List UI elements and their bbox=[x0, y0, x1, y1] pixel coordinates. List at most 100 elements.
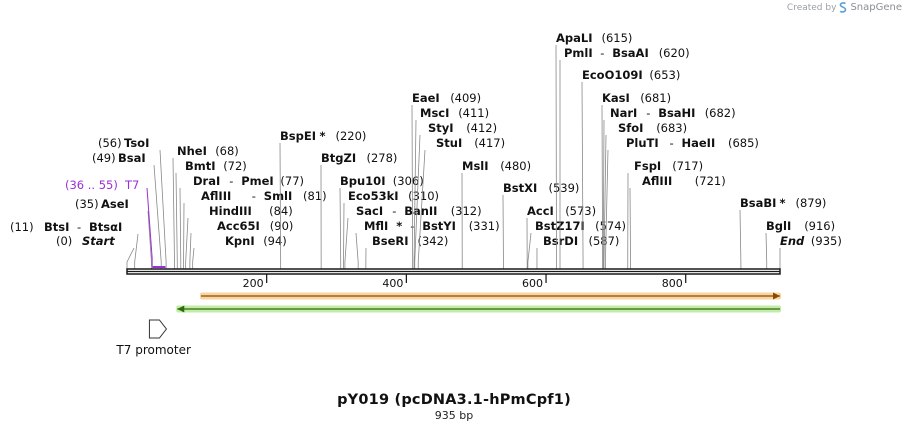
site-separator: - bbox=[670, 136, 674, 150]
site-end[interactable]: End (935) bbox=[779, 234, 842, 270]
site-tsoi[interactable]: TsoI(56) bbox=[98, 136, 167, 270]
site-position-label: (916) bbox=[804, 219, 835, 233]
site-name-label: Eco53kI bbox=[348, 189, 399, 203]
site-position-label: (0) bbox=[56, 234, 72, 248]
primer-connector-line bbox=[146, 187, 153, 266]
site-bpu10i[interactable]: Bpu10I (306) bbox=[339, 174, 424, 270]
site-drai[interactable]: DraI - PmeI (77) bbox=[179, 174, 304, 270]
site-position-label: (683) bbox=[656, 121, 687, 135]
site-separator: - bbox=[646, 106, 650, 120]
plasmid-map[interactable]: Start(0)(11) BtsI - BtsαIAseI(35)BsaI(49)Ts… bbox=[0, 0, 908, 390]
site-msci[interactable]: MscI (411) bbox=[413, 106, 489, 270]
site-name-label: BsrDI bbox=[543, 234, 578, 248]
site-name-label: EcoO109I bbox=[582, 68, 643, 82]
site-bgli[interactable]: BglI (916) bbox=[765, 219, 835, 270]
site-connector-line bbox=[159, 149, 167, 270]
site-kasi[interactable]: KasI (681) bbox=[601, 91, 671, 270]
site-nari[interactable]: NarI - BsaHI (682) bbox=[602, 106, 736, 270]
primer-name-label: T7 bbox=[124, 178, 139, 192]
site-position-label: (653) bbox=[649, 68, 680, 82]
primer-t7[interactable]: (36 .. 55) T7 bbox=[65, 178, 166, 268]
ruler-tick: 200 bbox=[243, 274, 268, 290]
site-aflii[interactable]: AflIII - SmlI (81) bbox=[183, 189, 327, 270]
site-position-label: (306) bbox=[393, 174, 424, 188]
site-connector-line bbox=[581, 81, 584, 270]
site-name-label: AseI bbox=[101, 197, 129, 211]
site-name2-label: BtsαI bbox=[89, 220, 122, 234]
site-separator: - bbox=[600, 46, 604, 60]
site-connector-line bbox=[175, 172, 178, 270]
site-connector-line bbox=[414, 134, 421, 270]
site-plutI[interactable]: PluTI - HaeII (685) bbox=[605, 136, 759, 270]
map-title-block: pY019 (pcDNA3.1-hPmCpf1) 935 bp bbox=[0, 392, 908, 422]
site-pmli[interactable]: PmlI - BsaAI (620) bbox=[559, 46, 690, 270]
ruler-tick: 400 bbox=[382, 274, 407, 290]
site-position-label: (94) bbox=[263, 234, 287, 248]
credit-brand: SnapGene bbox=[850, 2, 902, 13]
site-connector-line bbox=[153, 164, 162, 270]
site-start[interactable]: Start (0) bbox=[56, 234, 135, 270]
site-position-label: (84) bbox=[269, 204, 293, 218]
site-name-label: AccI bbox=[527, 204, 554, 218]
feature-arrowhead-left-icon bbox=[177, 305, 185, 313]
site-name-label: PluTI bbox=[626, 136, 659, 150]
site-eco53ki[interactable]: Eco53kI (310) bbox=[343, 189, 440, 270]
feature-green-feature[interactable] bbox=[176, 305, 781, 313]
site-eaei[interactable]: EaeI (409) bbox=[411, 91, 481, 270]
site-name-label: ApaLI bbox=[556, 31, 593, 45]
site-connector-line bbox=[629, 187, 631, 270]
site-connector-line bbox=[147, 210, 152, 270]
site-acc65i[interactable]: Acc65I (90) bbox=[189, 219, 294, 270]
site-apali[interactable]: ApaLI (615) bbox=[555, 31, 632, 270]
site-position-label: (72) bbox=[223, 159, 247, 173]
site-name2-label: PmeI bbox=[241, 174, 274, 188]
site-name-label: MslI bbox=[462, 159, 489, 173]
site-name-label: Start bbox=[82, 234, 115, 248]
site-bsabi[interactable]: BsaBI * (879) bbox=[739, 196, 827, 270]
site-position-label: (480) bbox=[500, 159, 531, 173]
site-btgzi[interactable]: BtgZI (278) bbox=[320, 151, 397, 270]
site-kpni[interactable]: KpnI (94) bbox=[192, 234, 287, 270]
site-acci[interactable]: AccI (573) bbox=[526, 204, 596, 270]
site-name2-label: BsaHI bbox=[658, 106, 695, 120]
site-position-label: (342) bbox=[418, 234, 449, 248]
site-sfoi[interactable]: SfoI (683) bbox=[603, 121, 687, 270]
site-name-label: Bpu10I bbox=[340, 174, 385, 188]
site-position-label: (879) bbox=[796, 196, 827, 210]
site-mfli[interactable]: MflI * - BstYI (331) bbox=[355, 219, 500, 270]
site-connector-line bbox=[602, 119, 605, 270]
site-position-label: (412) bbox=[466, 121, 497, 135]
site-position-label: (573) bbox=[565, 204, 596, 218]
site-stui[interactable]: StuI (417) bbox=[417, 136, 505, 270]
site-btsi[interactable]: (11) BtsI - BtsαI bbox=[10, 220, 139, 270]
site-bmti[interactable]: BmtI (72) bbox=[175, 159, 247, 270]
site-hindiii[interactable]: HindIII (84) bbox=[185, 204, 293, 270]
site-name-label: End bbox=[780, 234, 805, 248]
promoter-t7[interactable]: T7 promoter bbox=[115, 319, 191, 357]
site-afliii2[interactable]: AflIII (721) bbox=[629, 174, 726, 270]
site-position-label: (721) bbox=[695, 174, 726, 188]
site-bspei[interactable]: BspEI * (220) bbox=[279, 129, 366, 270]
created-by-credit: Created by SnapGene bbox=[787, 2, 902, 13]
plasmid-name: pY019 (pcDNA3.1-hPmCpf1) bbox=[337, 392, 571, 408]
site-saci[interactable]: SacI - BanII (312) bbox=[344, 204, 482, 270]
site-msli[interactable]: MslI (480) bbox=[461, 159, 531, 270]
site-name2-label: BsaAI bbox=[612, 46, 649, 60]
site-eco0109i[interactable]: EcoO109I (653) bbox=[581, 68, 680, 270]
site-position-label: (68) bbox=[215, 144, 239, 158]
site-nhei[interactable]: NheI (68) bbox=[172, 144, 239, 270]
site-name-label: BglI bbox=[766, 219, 791, 233]
promoter-arrow-icon bbox=[148, 319, 168, 339]
site-connector-line bbox=[339, 187, 342, 270]
site-styi[interactable]: StyI (412) bbox=[414, 121, 497, 270]
site-separator: - bbox=[392, 204, 396, 218]
ruler-tick: 600 bbox=[522, 274, 547, 290]
site-name2-label: BstYI bbox=[422, 219, 456, 233]
feature-orange-feature[interactable] bbox=[200, 292, 781, 300]
site-position-label: (11) bbox=[10, 220, 34, 234]
site-name-label: MflI bbox=[364, 219, 388, 233]
site-bseri[interactable]: BseRI (342) bbox=[365, 234, 449, 270]
site-bsrdi[interactable]: BsrDI (587) bbox=[536, 234, 619, 270]
site-asei[interactable]: AseI(35) bbox=[75, 197, 152, 270]
site-fspi[interactable]: FspI (717) bbox=[627, 159, 703, 270]
